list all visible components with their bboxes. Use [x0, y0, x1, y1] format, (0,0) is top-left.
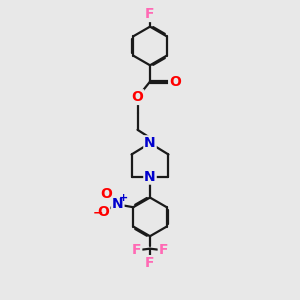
Text: N: N [112, 196, 124, 211]
Text: F: F [132, 243, 141, 257]
Text: +: + [119, 193, 128, 203]
Text: O: O [100, 187, 112, 201]
Text: F: F [145, 7, 155, 21]
Text: N: N [144, 136, 156, 150]
Text: F: F [159, 243, 168, 257]
Text: −: − [92, 207, 103, 220]
Text: N: N [144, 170, 156, 184]
Text: O: O [132, 90, 143, 104]
Text: O: O [169, 75, 181, 88]
Text: F: F [145, 256, 155, 270]
Text: O: O [98, 205, 110, 219]
